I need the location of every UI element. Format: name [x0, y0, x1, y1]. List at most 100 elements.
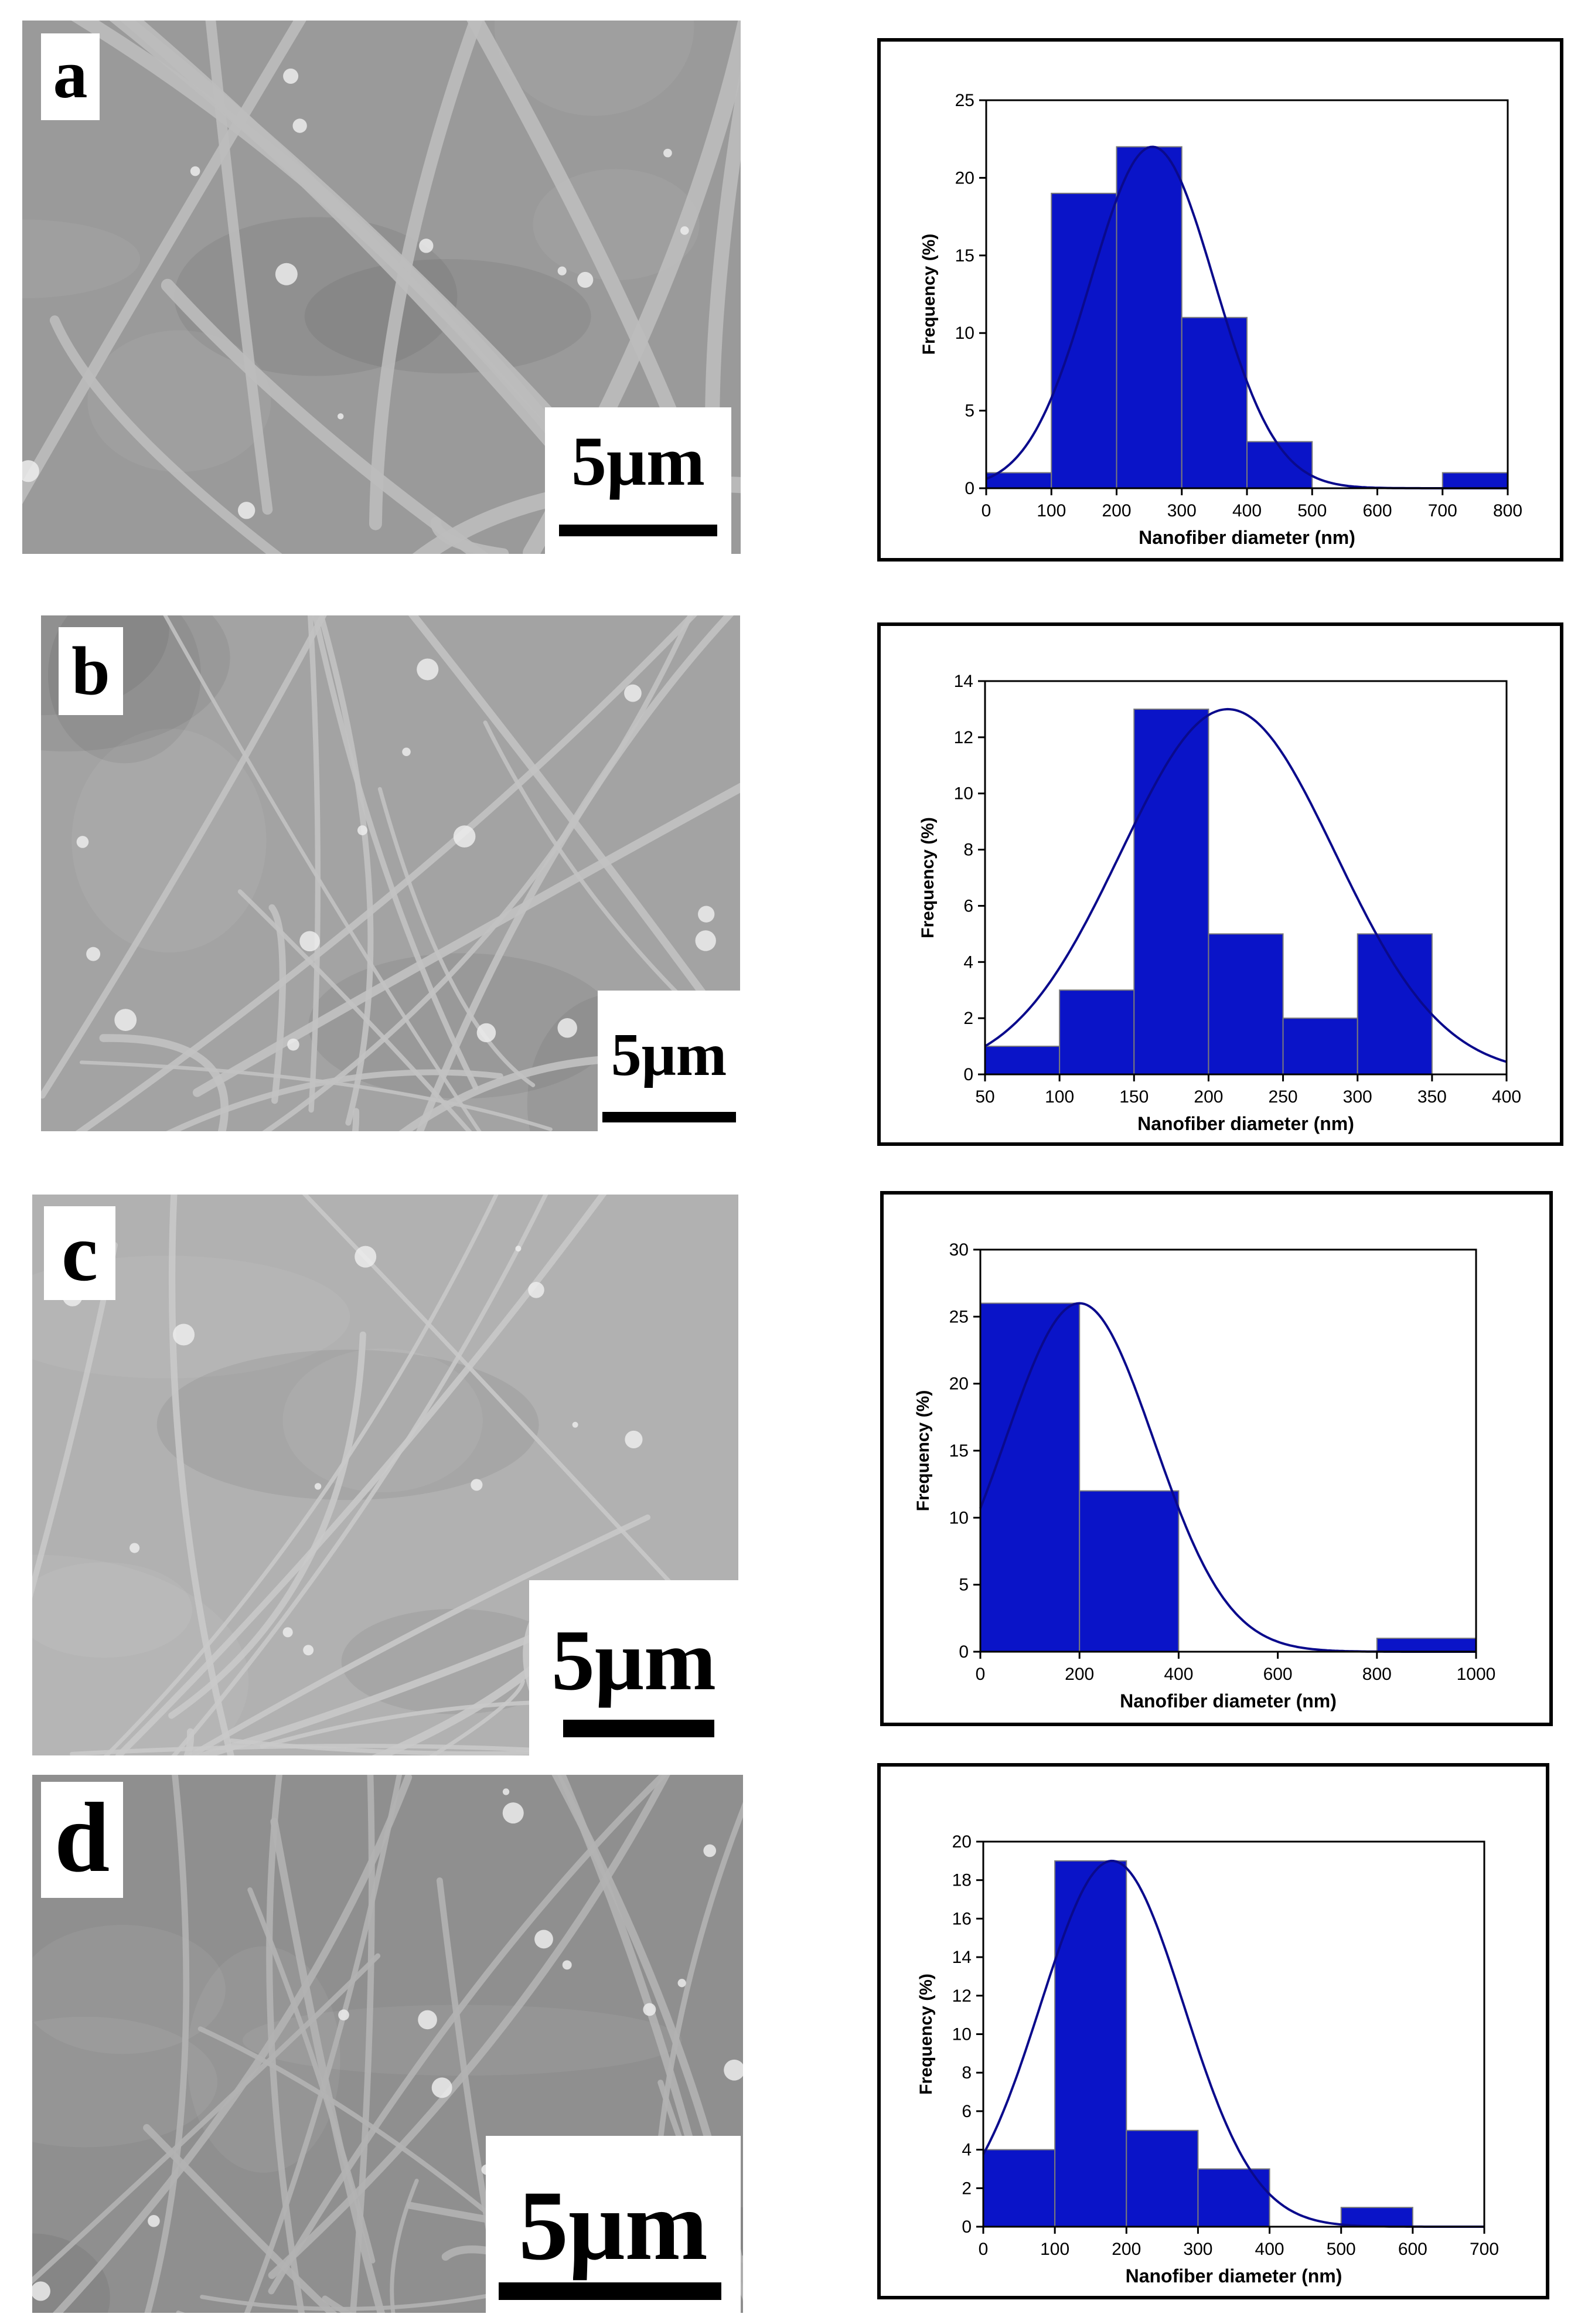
- histogram-bar: [1133, 708, 1209, 1075]
- bead: [418, 2010, 437, 2030]
- x-tick-label: 800: [1493, 501, 1522, 520]
- y-axis-label: Frequency (%): [919, 234, 939, 355]
- y-tick-label: 4: [963, 952, 973, 972]
- nanofiber: [75, 615, 697, 1131]
- nanofiber: [79, 1060, 553, 1131]
- nanofiber: [260, 1699, 574, 1749]
- y-tick-label: 8: [962, 2063, 972, 2083]
- x-tick-label: 0: [976, 1665, 986, 1684]
- sem-shading: [71, 729, 267, 953]
- histogram-bar: [983, 2149, 1056, 2227]
- sem-shading: [495, 21, 694, 116]
- nanofiber: [49, 315, 282, 554]
- bead: [515, 1246, 522, 1252]
- nanofiber: [185, 1514, 651, 1755]
- x-tick-label: 600: [1263, 1665, 1293, 1684]
- sem-texture: [41, 615, 740, 1131]
- nanofiber: [103, 1195, 499, 1755]
- x-axis-label: Nanofiber diameter (nm): [1120, 1690, 1337, 1711]
- histogram-chart: 0 100 200 300 400 500 600 700 0 2 4 6 8 10 12 14 16 18 20 N…: [916, 1832, 1499, 2286]
- x-tick-label: 300: [1167, 501, 1197, 520]
- y-tick-label: 10: [955, 324, 974, 343]
- nanofiber: [143, 2124, 338, 2313]
- bead: [76, 836, 89, 848]
- nanofiber: [166, 1069, 503, 1131]
- histogram-bar: [1181, 317, 1248, 489]
- bead: [431, 2077, 452, 2098]
- x-tick-label: 300: [1183, 2240, 1212, 2259]
- x-tick-label: 500: [1297, 501, 1327, 520]
- x-axis-label: Nanofiber diameter (nm): [1139, 527, 1355, 548]
- nanofiber: [372, 1657, 545, 1755]
- sem-shading: [32, 1554, 249, 1755]
- nanofiber: [205, 21, 273, 515]
- histogram-bar: [1340, 2207, 1413, 2228]
- y-tick-label: 10: [954, 784, 973, 804]
- x-tick-label: 1000: [1457, 1665, 1496, 1684]
- y-tick-label: 20: [955, 168, 974, 188]
- nanofiber: [171, 1195, 548, 1755]
- histogram-chart: 0 100 200 300 400 500 600 700 800 0 5 10 15 20 25 Nanof…: [919, 91, 1522, 548]
- bead: [695, 930, 716, 951]
- nanofiber: [312, 615, 479, 1090]
- x-tick-label: 0: [979, 2240, 989, 2259]
- histogram-bar: [984, 1046, 1061, 1075]
- nanofiber: [32, 1242, 118, 1599]
- y-tick-label: 2: [962, 2179, 972, 2198]
- scale-bar-box: 5μm: [545, 407, 731, 554]
- plot-frame: [984, 680, 1508, 1076]
- bead: [476, 1023, 496, 1043]
- histogram-bar: [980, 1302, 1081, 1652]
- bead: [114, 1009, 137, 1031]
- bead: [86, 947, 101, 961]
- x-tick-label: 300: [1343, 1087, 1372, 1107]
- sem-image-c: c 5μm: [32, 1195, 738, 1755]
- x-tick-label: 600: [1398, 2240, 1427, 2259]
- histogram-bar: [1442, 472, 1508, 489]
- panel-letter-c: c: [44, 1206, 115, 1300]
- bead: [148, 2214, 160, 2227]
- histogram-b-frame: 50 100 150 200 250 300 350 400 0 2 4 6 8 10 12 14 Nanofi…: [877, 622, 1563, 1146]
- bead: [173, 1323, 195, 1346]
- bead: [299, 931, 320, 952]
- y-tick-label: 25: [949, 1307, 969, 1326]
- bead: [292, 118, 307, 133]
- x-tick-label: 150: [1119, 1087, 1149, 1107]
- scale-bar-box: 5μm: [486, 2136, 741, 2313]
- scale-bar: [499, 2282, 721, 2300]
- y-tick-label: 25: [955, 91, 974, 110]
- nanofiber: [398, 1054, 648, 1131]
- x-tick-label: 250: [1269, 1087, 1298, 1107]
- histogram-c-frame: 0 200 400 600 800 1000 0 5 10 15 20 25 30 Nanofiber d…: [880, 1191, 1553, 1726]
- nanofiber: [268, 1775, 669, 2295]
- bead: [283, 68, 299, 84]
- nanofiber: [377, 787, 536, 1087]
- sem-shading: [32, 1925, 226, 2054]
- y-tick-label: 5: [959, 1576, 969, 1595]
- x-tick-label: 200: [1102, 501, 1131, 520]
- x-tick-label: 0: [982, 501, 991, 520]
- y-tick-label: 8: [963, 841, 973, 860]
- histogram-bar: [1282, 1018, 1358, 1076]
- x-tick-label: 100: [1040, 2240, 1069, 2259]
- scale-bar-label: 5μm: [519, 2170, 708, 2281]
- histogram-bar: [1246, 441, 1313, 489]
- bead: [680, 226, 689, 235]
- x-tick-label: 200: [1112, 2240, 1141, 2259]
- bead: [698, 906, 715, 923]
- bead: [534, 1930, 553, 1949]
- x-tick-label: 400: [1255, 2240, 1284, 2259]
- nanofiber: [168, 1331, 366, 1719]
- y-tick-label: 10: [949, 1508, 969, 1527]
- nanofiber: [144, 1775, 190, 2313]
- bead: [677, 1979, 686, 1988]
- nanofiber: [429, 1679, 525, 1755]
- histogram-chart: 0 200 400 600 800 1000 0 5 10 15 20 25 30 Nanofiber d…: [914, 1240, 1496, 1711]
- bead: [338, 413, 344, 420]
- normal-fit-curve: [984, 707, 1507, 1063]
- scale-bar: [559, 525, 717, 536]
- nanofiber: [349, 1775, 375, 2313]
- bead: [355, 1246, 377, 1268]
- scale-bar-label: 5μm: [551, 1612, 717, 1709]
- bead: [663, 148, 672, 158]
